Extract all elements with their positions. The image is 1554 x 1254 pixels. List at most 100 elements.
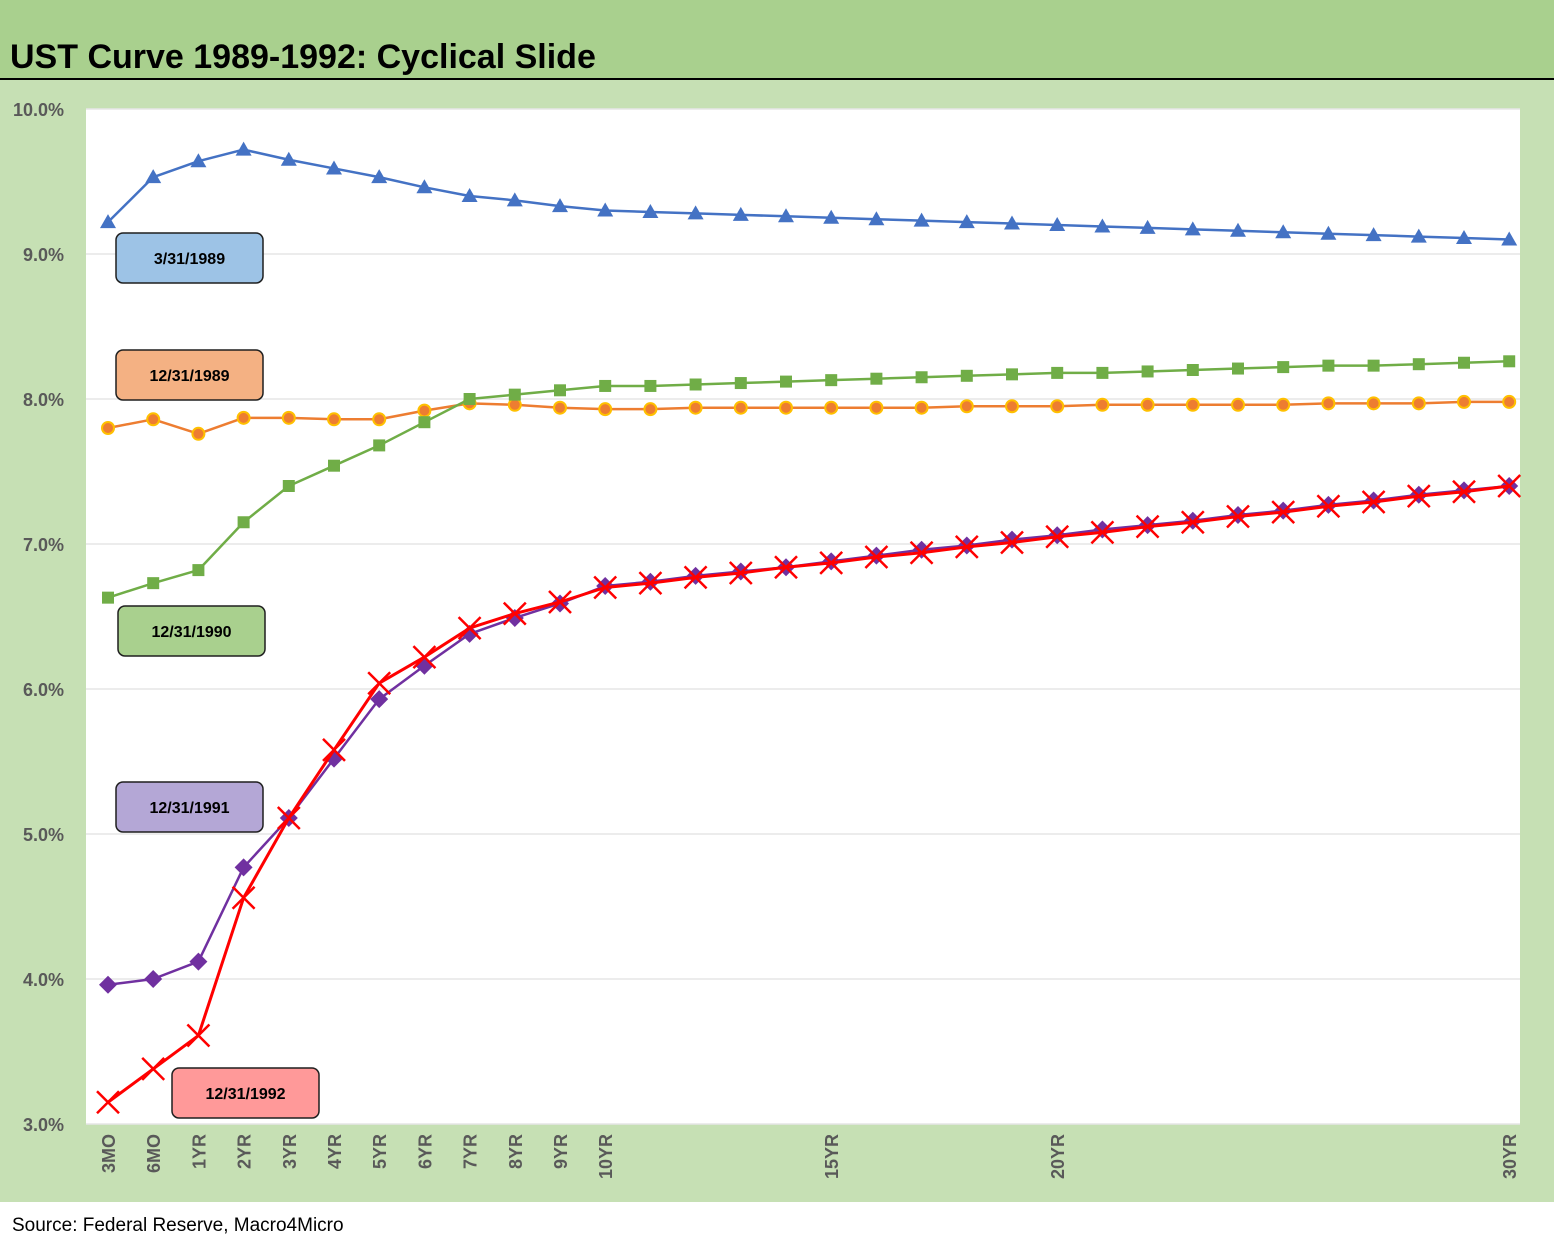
data-point xyxy=(189,952,208,971)
series-label-box: 12/31/1990 xyxy=(117,605,266,657)
data-point xyxy=(370,690,389,709)
data-point xyxy=(280,151,297,166)
data-point xyxy=(281,410,296,425)
series-line xyxy=(107,400,1510,436)
data-point xyxy=(1501,231,1518,246)
data-point xyxy=(1094,218,1111,233)
plot-area xyxy=(86,109,1520,1124)
data-point xyxy=(1361,490,1386,514)
data-point xyxy=(371,169,388,184)
data-point xyxy=(235,141,252,156)
data-point xyxy=(1005,399,1019,414)
data-point xyxy=(1322,359,1335,372)
series-label-box: 12/31/1992 xyxy=(171,1067,320,1119)
data-point xyxy=(642,203,659,218)
data-point xyxy=(457,616,482,640)
data-point xyxy=(1004,215,1020,230)
grid-layer xyxy=(86,108,1520,1125)
label-box-bg xyxy=(115,232,264,284)
data-point xyxy=(864,545,889,569)
data-point xyxy=(687,205,704,220)
chart-svg: 3.0% 4.0% 5.0% 6.0% 7.0% 8.0% 9.0% 10.0% 3MO 6MO… xyxy=(13,100,1522,1179)
x-tick-label: 30YR xyxy=(1500,1134,1520,1179)
data-point xyxy=(774,555,798,580)
y-tick-label: 3.0% xyxy=(23,1115,64,1135)
data-point xyxy=(416,179,433,194)
data-point xyxy=(1502,394,1517,409)
data-point xyxy=(327,412,341,427)
data-point xyxy=(638,571,663,596)
data-point xyxy=(598,402,613,417)
data-point xyxy=(1320,225,1337,240)
series-label-text: 3/31/1989 xyxy=(154,251,225,268)
series-3-31-1989 xyxy=(100,141,1518,246)
data-point xyxy=(1180,510,1205,535)
x-tick-label: 20YR xyxy=(1048,1134,1068,1179)
x-tick-label: 9YR xyxy=(551,1134,571,1169)
data-point xyxy=(1096,366,1109,379)
data-point xyxy=(101,421,115,435)
data-point xyxy=(868,211,885,226)
data-point xyxy=(688,400,703,415)
y-axis-tick-labels: 3.0% 4.0% 5.0% 6.0% 7.0% 8.0% 9.0% 10.0% xyxy=(13,100,64,1135)
data-point xyxy=(1275,224,1292,239)
data-point xyxy=(508,388,521,401)
data-point xyxy=(915,371,928,384)
data-point xyxy=(1231,397,1245,412)
y-tick-label: 9.0% xyxy=(23,245,64,265)
data-point xyxy=(412,645,437,669)
series-label-text: 12/31/1991 xyxy=(149,800,229,817)
data-point xyxy=(1458,356,1470,369)
data-point xyxy=(552,198,568,213)
data-point xyxy=(147,577,160,590)
data-point xyxy=(1411,396,1426,411)
y-tick-label: 4.0% xyxy=(23,970,64,990)
data-point xyxy=(644,379,657,392)
x-tick-label: 6YR xyxy=(415,1134,435,1169)
data-point xyxy=(1271,500,1296,524)
data-point xyxy=(1232,362,1244,375)
data-point xyxy=(1316,494,1341,519)
chart-title: UST Curve 1989-1992: Cyclical Slide xyxy=(10,38,596,76)
data-point xyxy=(418,416,431,429)
data-point xyxy=(1184,221,1201,236)
data-point xyxy=(236,410,251,425)
data-point xyxy=(1050,399,1065,414)
data-point xyxy=(869,400,884,415)
series-label-box: 12/31/1989 xyxy=(115,349,264,401)
data-point xyxy=(100,214,116,229)
x-tick-label: 7YR xyxy=(461,1134,481,1169)
data-point xyxy=(372,412,387,427)
data-point xyxy=(780,375,792,388)
data-point xyxy=(960,369,973,382)
data-point xyxy=(1000,530,1024,555)
data-point xyxy=(553,400,567,415)
x-tick-label: 3MO xyxy=(99,1134,119,1173)
data-point xyxy=(96,1090,120,1115)
data-point xyxy=(593,575,618,600)
data-point xyxy=(1051,366,1064,379)
y-tick-label: 8.0% xyxy=(23,390,64,410)
data-point xyxy=(417,403,432,418)
data-point xyxy=(1406,484,1431,509)
data-point xyxy=(1277,361,1290,374)
x-tick-label: 8YR xyxy=(506,1134,526,1169)
data-point xyxy=(1049,217,1066,231)
series-line xyxy=(107,360,1510,599)
series-label-text: 12/31/1990 xyxy=(151,624,231,641)
data-point xyxy=(870,372,883,385)
data-point xyxy=(145,169,162,184)
data-point xyxy=(1186,364,1199,376)
data-point xyxy=(734,377,747,390)
y-tick-label: 10.0% xyxy=(13,100,64,120)
chart-panel: 3.0% 4.0% 5.0% 6.0% 7.0% 8.0% 9.0% 10.0% 3MO 6MO… xyxy=(0,80,1554,1202)
series-12-31-1992 xyxy=(96,474,1522,1115)
data-point xyxy=(190,153,207,168)
data-point xyxy=(1095,397,1110,412)
data-point xyxy=(554,384,566,397)
data-point xyxy=(1365,227,1382,242)
data-point xyxy=(1135,514,1160,539)
data-point xyxy=(1503,355,1516,368)
data-point xyxy=(599,379,612,392)
data-point xyxy=(1003,530,1021,549)
